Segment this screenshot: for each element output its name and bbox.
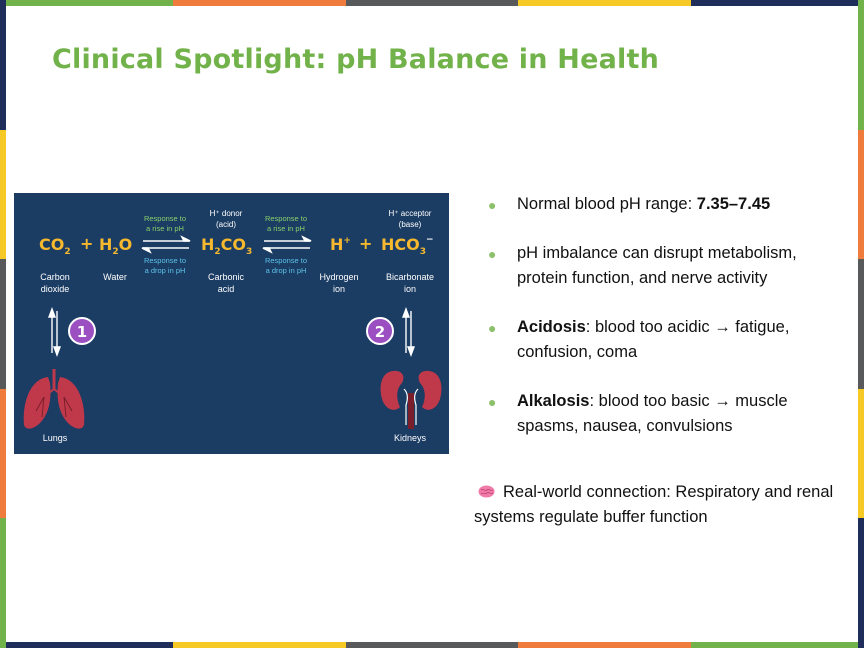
border-segment [345, 0, 519, 6]
border-segment [858, 0, 864, 130]
rise-label-1b: a rise in pH [146, 224, 184, 233]
border-segment [0, 0, 6, 130]
bottom-border [0, 642, 864, 648]
bullet-bold: Alkalosis [517, 392, 590, 410]
label-carbonic-2: acid [218, 284, 235, 294]
key-points-list: ● Normal blood pH range: 7.35–7.45 ● pH … [486, 192, 836, 463]
bullet-dot: ● [488, 394, 497, 410]
bullet-bold: 7.35–7.45 [696, 195, 771, 213]
kidneys-arrow-up-head [401, 307, 411, 318]
border-segment [345, 642, 519, 648]
h2co3-formula: H2CO3 [201, 235, 252, 257]
bullet-text: Normal blood pH range: [517, 195, 697, 213]
bullet-acidosis: ● Acidosis: blood too acidic → fatigue, … [486, 315, 836, 365]
lungs-arrow-up-head [47, 307, 57, 318]
acceptor-label-1: H⁺ acceptor [389, 209, 432, 218]
hco3-formula: HCO3− [381, 235, 434, 257]
kidneys-arrow-down-head [406, 346, 416, 357]
border-segment [0, 0, 173, 6]
bullet-text: : blood too basic → muscle spasms, nause… [517, 392, 788, 435]
forward-arrow-2-head [301, 235, 312, 242]
donor-label-2: (acid) [216, 220, 236, 229]
label-hydrogen-1: Hydrogen [319, 272, 358, 282]
border-segment [518, 642, 692, 648]
rise-label-2b: a rise in pH [267, 224, 305, 233]
slide-title: Clinical Spotlight: pH Balance in Health [52, 44, 659, 75]
bullet-alkalosis: ● Alkalosis: blood too basic → muscle sp… [486, 389, 836, 439]
bullet-dot: ● [488, 320, 497, 336]
bullet-normal-ph: ● Normal blood pH range: 7.35–7.45 [486, 192, 836, 217]
border-segment [858, 259, 864, 389]
rise-label-1a: Response to [144, 214, 186, 223]
badge-1: 1 [68, 317, 96, 345]
border-segment [0, 129, 6, 260]
lungs-icon [23, 369, 85, 429]
border-segment [0, 259, 6, 389]
bullet-imbalance: ● pH imbalance can disrupt metabolism, p… [486, 241, 836, 291]
label-carbon-2: dioxide [41, 284, 70, 294]
co2-formula: CO2 [39, 235, 71, 257]
buffer-diagram: Response to a rise in pH Response to a r… [14, 193, 449, 454]
label-lungs: Lungs [43, 433, 68, 443]
border-segment [172, 642, 346, 648]
border-segment [691, 642, 864, 648]
badge-1-number: 1 [77, 323, 87, 341]
label-carbon-1: Carbon [40, 272, 70, 282]
h2o-formula: H2O [99, 235, 132, 257]
border-segment [858, 388, 864, 519]
border-segment [0, 642, 173, 648]
badge-2-number: 2 [375, 323, 385, 341]
border-segment [858, 518, 864, 648]
donor-label-1: H⁺ donor [210, 209, 243, 218]
kidneys-icon [380, 370, 442, 429]
badge-2: 2 [366, 317, 394, 345]
forward-arrow-1-head [180, 235, 191, 242]
label-kidneys: Kidneys [394, 433, 427, 443]
top-border [0, 0, 864, 6]
bullet-text: pH imbalance can disrupt metabolism, pro… [517, 244, 797, 287]
border-segment [858, 129, 864, 260]
reverse-arrow-1-head [141, 247, 152, 254]
brain-icon [478, 485, 495, 498]
left-border [0, 0, 6, 648]
label-hydrogen-2: ion [333, 284, 345, 294]
bullet-dot: ● [488, 197, 497, 213]
border-segment [691, 0, 864, 6]
lungs-arrow-down-head [52, 346, 62, 357]
reverse-arrow-2-head [262, 247, 273, 254]
plus-sign-2: + [359, 234, 372, 253]
right-border [858, 0, 864, 648]
border-segment [0, 388, 6, 519]
buffer-diagram-svg: Response to a rise in pH Response to a r… [14, 193, 449, 454]
drop-label-2a: Response to [265, 256, 307, 265]
border-segment [518, 0, 692, 6]
border-segment [172, 0, 346, 6]
bullet-dot: ● [488, 246, 497, 262]
border-segment [0, 518, 6, 648]
real-world-connection: Real-world connection: Respiratory and r… [474, 480, 844, 530]
label-bicarb-2: ion [404, 284, 416, 294]
plus-sign-1: + [80, 234, 93, 253]
bullet-text: : blood too acidic → fatigue, confusion,… [517, 318, 790, 361]
rise-label-2a: Response to [265, 214, 307, 223]
acceptor-label-2: (base) [399, 220, 422, 229]
label-water: Water [103, 272, 127, 282]
drop-label-1a: Response to [144, 256, 186, 265]
label-carbonic-1: Carbonic [208, 272, 245, 282]
bullet-bold: Acidosis [517, 318, 586, 336]
drop-label-1b: a drop in pH [145, 266, 186, 275]
connection-text: Real-world connection: Respiratory and r… [474, 483, 834, 526]
h-plus-formula: H+ [330, 235, 351, 254]
label-bicarb-1: Bicarbonate [386, 272, 434, 282]
drop-label-2b: a drop in pH [266, 266, 307, 275]
